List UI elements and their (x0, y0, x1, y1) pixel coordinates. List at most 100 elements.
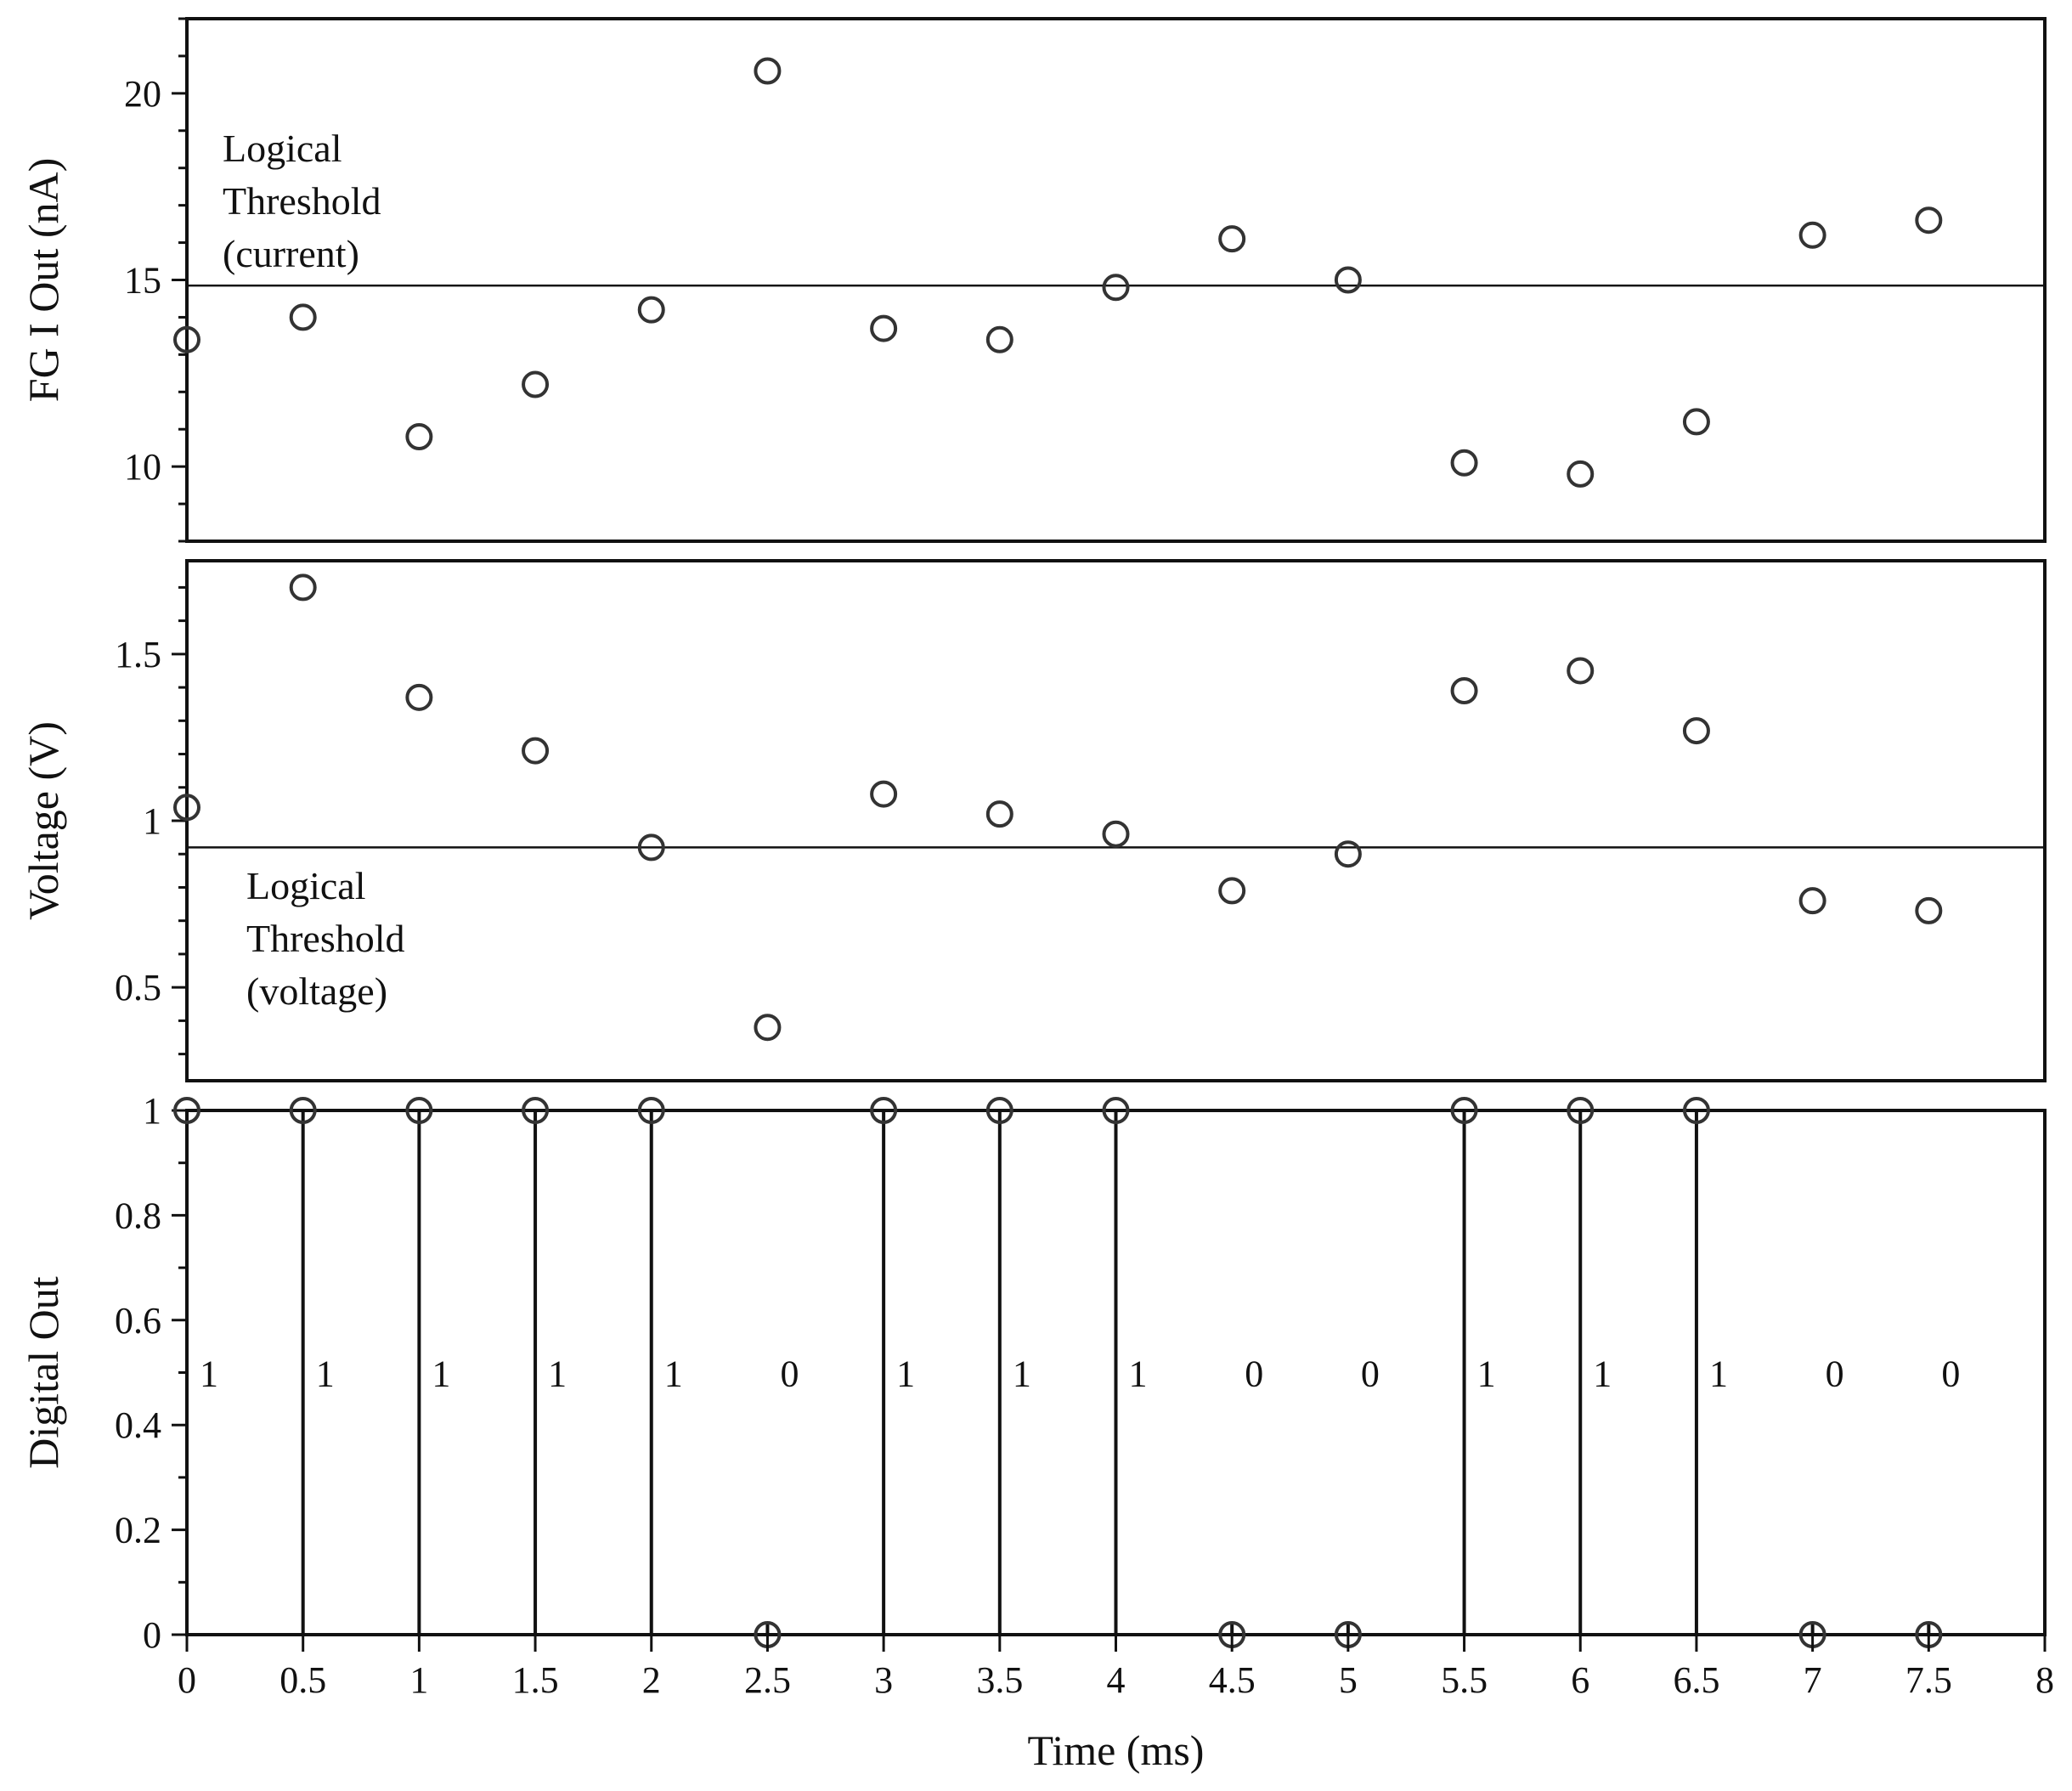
data-point (754, 57, 782, 85)
data-point (405, 1097, 433, 1124)
data-point (1218, 877, 1246, 905)
data-point (637, 296, 665, 324)
y-tick-label: 1.5 (115, 634, 161, 675)
x-tick-label: 2 (642, 1659, 661, 1701)
bit-label: 1 (896, 1353, 915, 1395)
annotation-line: Logical (223, 127, 342, 170)
data-point (985, 325, 1013, 353)
data-point (637, 833, 665, 862)
data-point (522, 1097, 550, 1124)
y-tick-label: 0.8 (115, 1195, 161, 1236)
y-tick-label: 10 (124, 446, 161, 488)
threshold-annotation: Logical Threshold (current) (223, 127, 381, 275)
data-point (289, 303, 317, 331)
bit-label: 1 (548, 1353, 567, 1395)
data-point (870, 314, 898, 342)
y-axis-title: Voltage (V) (20, 721, 67, 920)
y-tick-label: 20 (124, 73, 161, 115)
bit-label: 1 (432, 1353, 450, 1395)
bit-label: 1 (1593, 1353, 1612, 1395)
x-tick-label: 2.5 (744, 1659, 791, 1701)
bit-label: 1 (664, 1353, 683, 1395)
x-tick-label: 1 (409, 1659, 428, 1701)
x-tick-label: 5.5 (1441, 1659, 1488, 1701)
data-point (870, 780, 898, 808)
y-tick-label: 0.4 (115, 1404, 161, 1446)
y-tick-label: 0 (143, 1614, 161, 1656)
data-point (1102, 820, 1130, 848)
bit-label: 1 (1709, 1353, 1728, 1395)
y-tick-label: 0.5 (115, 967, 161, 1008)
y-axis-title: Digital Out (20, 1276, 67, 1468)
annotation-line: Threshold (223, 179, 381, 223)
x-tick-label: 7 (1804, 1659, 1822, 1701)
bit-label: 0 (1361, 1353, 1380, 1395)
annotation-line: (current) (223, 232, 359, 275)
data-point (870, 1097, 898, 1124)
data-point (1798, 887, 1826, 915)
data-point (1450, 677, 1478, 704)
annotation-line: Threshold (246, 917, 405, 960)
x-tick-label: 7.5 (1905, 1659, 1952, 1701)
y-tick-label: 0.6 (115, 1300, 161, 1342)
data-point (1798, 221, 1826, 249)
plot-frame (185, 17, 2047, 543)
data-point (405, 423, 433, 450)
y-tick-label: 1 (143, 1090, 161, 1132)
x-tick-label: 4 (1107, 1659, 1126, 1701)
annotation-line: Logical (246, 864, 366, 907)
data-point (289, 1097, 317, 1124)
data-point (1682, 408, 1710, 436)
data-point (1567, 657, 1595, 685)
x-tick-label: 1.5 (512, 1659, 559, 1701)
x-tick-label: 0.5 (279, 1659, 326, 1701)
x-tick-label: 5 (1339, 1659, 1358, 1701)
data-point (1102, 1097, 1130, 1124)
data-point (985, 800, 1013, 828)
data-point (1682, 1097, 1710, 1124)
data-point (637, 1097, 665, 1124)
data-point (754, 1014, 782, 1042)
y-axis-title: FG I Out (nA) (20, 158, 67, 402)
y-tick-label: 1 (143, 800, 161, 842)
bit-label: 0 (1245, 1353, 1263, 1395)
data-point (173, 325, 200, 353)
panel-1: 10 15 20 FG I Out (nA) Logical Threshold (curr… (20, 17, 2047, 543)
annotation-line: (voltage) (246, 969, 387, 1013)
data-point (405, 683, 433, 711)
bit-label: 0 (780, 1353, 799, 1395)
y-tick-label: 0.2 (115, 1510, 161, 1551)
data-point (1334, 840, 1362, 868)
data-point (1682, 717, 1710, 745)
x-axis-title: Time (ms) (1028, 1726, 1205, 1774)
data-point (522, 370, 550, 398)
threshold-annotation: Logical Threshold (voltage) (246, 864, 405, 1013)
bit-label: 1 (316, 1353, 335, 1395)
data-point (1450, 1097, 1478, 1124)
x-tick-label: 6 (1571, 1659, 1589, 1701)
data-point (1102, 274, 1130, 302)
x-tick-label: 8 (2035, 1659, 2054, 1701)
x-tick-label: 4.5 (1209, 1659, 1256, 1701)
data-point (173, 794, 200, 822)
x-tick-label: 0 (178, 1659, 196, 1701)
bit-label: 1 (1129, 1353, 1148, 1395)
data-point (1915, 896, 1943, 924)
data-point (1567, 1097, 1595, 1124)
bit-label: 1 (1013, 1353, 1031, 1395)
panel-2: 0.5 1 1.5 Voltage (V) Logical Threshold (volta… (20, 559, 2047, 1082)
x-tick-label: 3 (874, 1659, 893, 1701)
bit-label: 0 (1941, 1353, 1960, 1395)
x-tick-label: 6.5 (1673, 1659, 1719, 1701)
data-point (173, 1097, 200, 1124)
data-point (1218, 225, 1246, 253)
bit-label: 1 (200, 1353, 218, 1395)
data-point (1450, 449, 1478, 477)
bit-label: 1 (1477, 1353, 1496, 1395)
y-tick-label: 15 (124, 260, 161, 302)
data-point (1334, 266, 1362, 294)
data-point (522, 737, 550, 765)
